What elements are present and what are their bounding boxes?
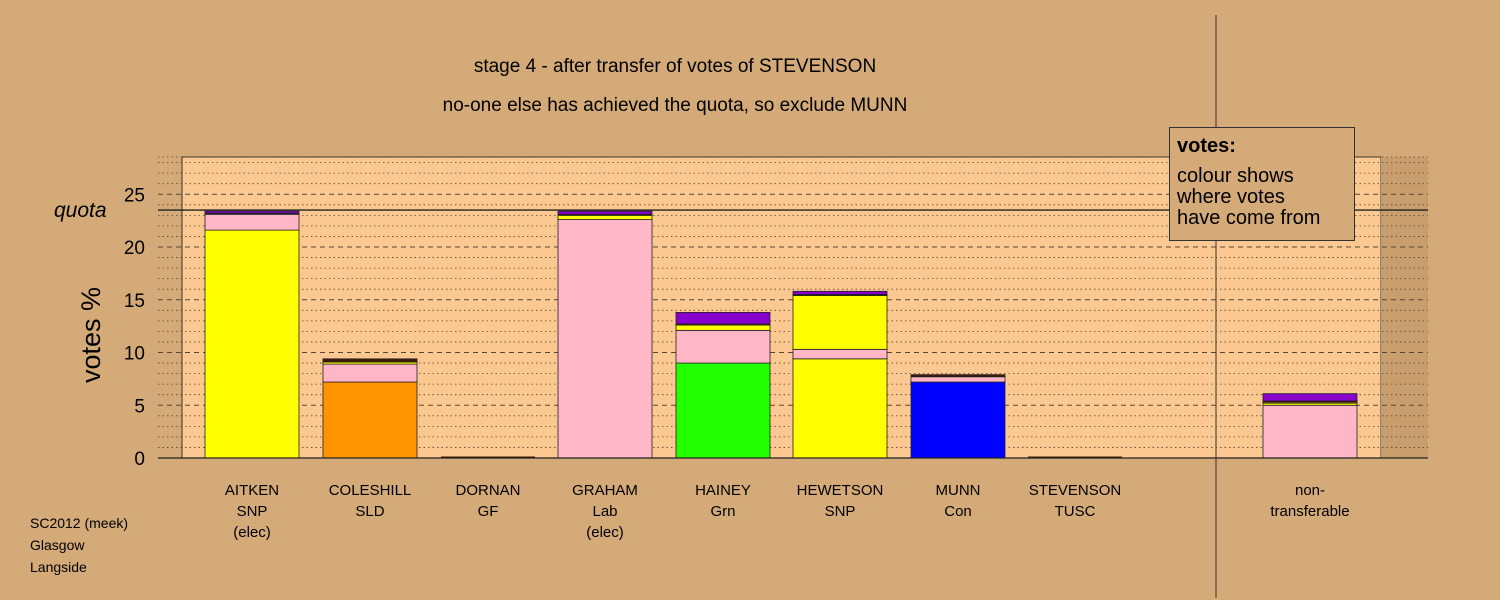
chart-subtitle: no-one else has achieved the quota, so e… — [443, 95, 908, 116]
y-tick-label: 20 — [124, 238, 145, 259]
category-label: Lab — [592, 503, 617, 520]
y-tick-label: 15 — [124, 291, 145, 312]
category-label: MUNN — [936, 482, 981, 499]
bar-segment — [204, 213, 300, 231]
category-label: non- — [1295, 482, 1325, 499]
category-label: GRAHAM — [572, 482, 638, 499]
category-label: transferable — [1270, 503, 1349, 520]
category-label: SNP — [825, 503, 856, 520]
legend-title: votes: — [1177, 135, 1236, 157]
category-label: HEWETSON — [797, 482, 884, 499]
category-label: COLESHILL — [329, 482, 412, 499]
y-tick-label: 0 — [134, 449, 145, 470]
category-label: Grn — [710, 503, 735, 520]
category-label: (elec) — [233, 524, 271, 541]
bar-segment — [910, 376, 1006, 383]
legend-line: where votes — [1177, 186, 1285, 208]
bar-segment — [792, 348, 888, 360]
legend-line: have come from — [1177, 207, 1321, 229]
bar-segment — [792, 290, 888, 295]
bar-segment — [910, 381, 1006, 459]
chart-title: stage 4 - after transfer of votes of STE… — [474, 56, 876, 77]
category-label: GF — [478, 503, 499, 520]
category-label: SLD — [355, 503, 384, 520]
footer-caption: SC2012 (meek) Glasgow Langside — [30, 512, 128, 578]
y-tick-label: 25 — [124, 185, 145, 206]
plot-margin-strip — [1381, 157, 1428, 458]
bar-segment — [557, 219, 653, 459]
category-label: Con — [944, 503, 972, 520]
bar-segment — [675, 312, 771, 325]
bar-segment — [910, 374, 1006, 378]
bar-segment — [1262, 393, 1358, 402]
bar-segment — [675, 329, 771, 364]
y-tick-label: 10 — [124, 344, 145, 365]
bar-segment — [792, 295, 888, 350]
bar-segment — [322, 358, 418, 363]
footer-line: Langside — [30, 559, 87, 575]
bar-segment — [675, 362, 771, 459]
bar-segment — [1262, 404, 1358, 459]
legend-box: votes: colour shows where votes have com… — [1169, 127, 1355, 241]
category-label: AITKEN — [225, 482, 279, 499]
y-tick-label: 5 — [134, 396, 145, 417]
footer-line: Glasgow — [30, 537, 85, 553]
bar-segment — [557, 214, 653, 220]
category-label: (elec) — [586, 524, 624, 541]
bar-segment — [204, 229, 300, 459]
bar-segment — [322, 381, 418, 459]
category-label: HAINEY — [695, 482, 751, 499]
bar-segment — [557, 210, 653, 215]
category-label: SNP — [237, 503, 268, 520]
category-label: DORNAN — [455, 482, 520, 499]
quota-label: quota — [54, 199, 107, 222]
category-label: STEVENSON — [1029, 482, 1122, 499]
footer-line: SC2012 (meek) — [30, 515, 129, 531]
bar-segment — [322, 363, 418, 383]
legend-line: colour shows — [1177, 165, 1294, 187]
bar-segment — [792, 358, 888, 459]
y-axis-label: votes % — [76, 287, 106, 383]
bar-segment — [675, 324, 771, 331]
bar-segment — [204, 210, 300, 214]
category-label: TUSC — [1055, 503, 1096, 520]
